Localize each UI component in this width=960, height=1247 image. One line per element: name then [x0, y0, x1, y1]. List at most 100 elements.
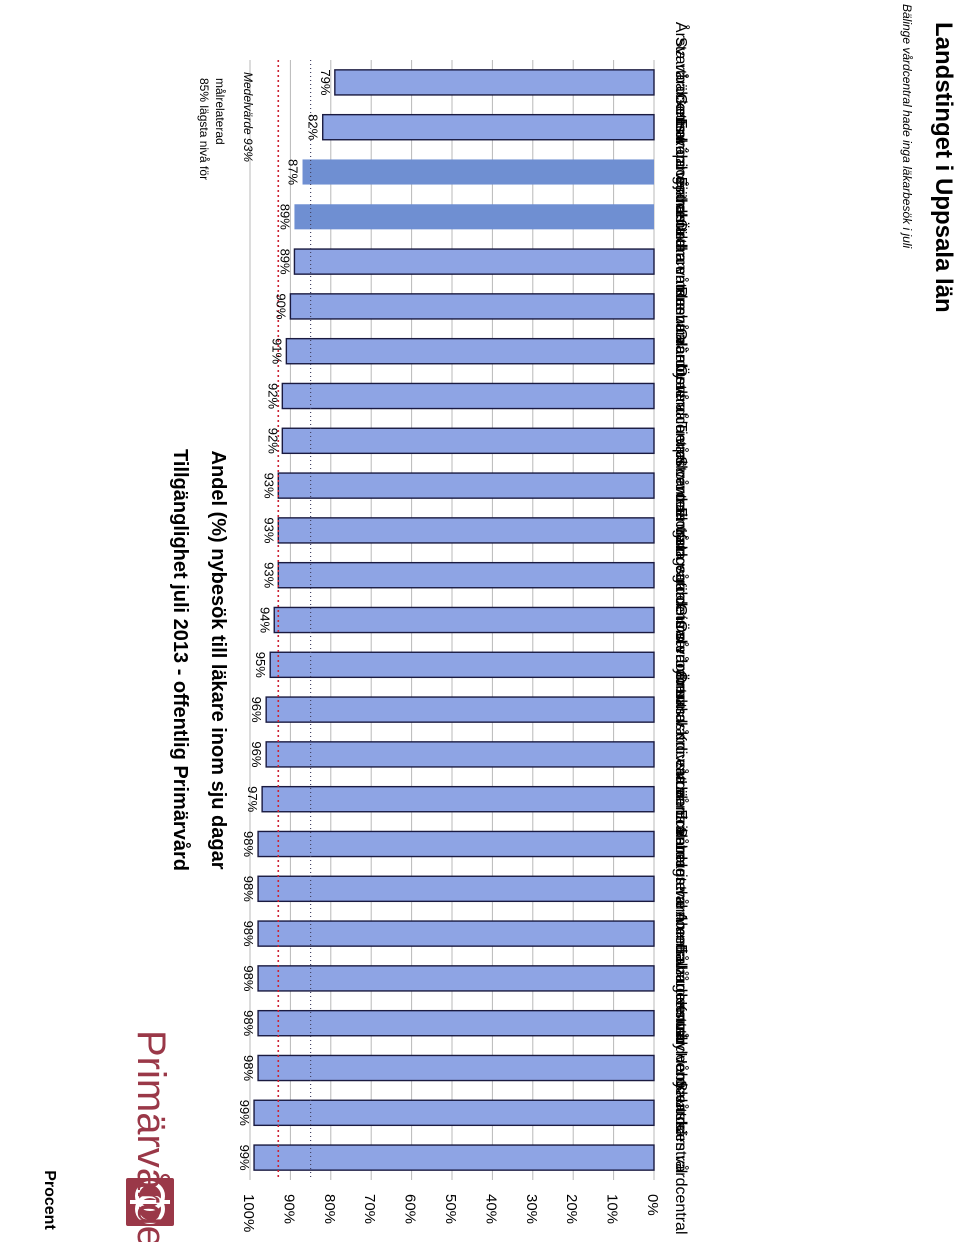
bar	[269, 651, 655, 679]
value-label: 89%	[277, 249, 292, 275]
value-labels: 99% 99% 98% 98% 98% 98% 98% 98% 97% 96% 96% 95% 94% 9…	[237, 69, 333, 1171]
bar	[294, 204, 654, 230]
category-label: Östhammars vårdcentral	[672, 219, 690, 394]
category-label: Fjärdhundra vårdcentral	[672, 177, 690, 347]
value-label: 95%	[253, 652, 268, 678]
category-label: Gimo vårdcentral	[672, 604, 690, 726]
bar	[257, 830, 655, 858]
bar	[257, 920, 655, 947]
y-axis-label: Procent	[41, 1170, 58, 1230]
bar	[277, 472, 655, 499]
bar	[277, 561, 655, 589]
value-label: 98%	[241, 965, 256, 991]
value-label: 96%	[249, 741, 264, 767]
bar	[273, 606, 655, 634]
category-label: Gottsunda vårdcentral	[672, 93, 690, 250]
y-tick-label: 100%	[240, 1194, 257, 1232]
bar	[285, 337, 655, 365]
y-tick-label: 20%	[563, 1194, 580, 1224]
average-line-label: Medelvärde 93%	[241, 72, 255, 162]
primarvarden-logo: Primärvården	[126, 1030, 174, 1247]
region-name: Landstinget i Uppsala län	[930, 22, 957, 313]
bar	[253, 1099, 655, 1127]
category-label: Storvreta vårdcentral	[672, 456, 690, 605]
category-label: Knutby vårdcentral	[672, 1001, 690, 1134]
category-label: Samaritehemmets vårdcentral	[672, 827, 690, 1040]
value-label: 98%	[241, 876, 256, 902]
category-label: Rasbo vårdcentral	[672, 286, 690, 416]
bar	[293, 248, 655, 275]
y-tick-label: 90%	[280, 1194, 297, 1224]
category-label: Alunda vårdcentral	[672, 912, 690, 1045]
bar	[281, 382, 655, 410]
category-label: Knivsta vårdcentral	[672, 731, 690, 867]
value-label: 99%	[237, 1100, 252, 1126]
category-label: Eriksbergs vårdcentral	[672, 809, 690, 968]
value-label: 98%	[241, 1055, 256, 1081]
value-label: 91%	[269, 338, 284, 364]
bar	[257, 1054, 655, 1082]
chart-title: Tillgänglighet juli 2013 - offentlig Pri…	[169, 449, 192, 871]
bar	[257, 1009, 655, 1037]
bar	[265, 696, 655, 723]
value-label: 82%	[306, 114, 321, 140]
category-label: Örsundsbro vårdcentral	[672, 671, 690, 838]
y-axis-ticks: 0% 10% 20% 30% 40% 50% 60% 70% 80% 90% 100%	[240, 1194, 661, 1232]
category-label: Tierps vårdcentral	[672, 422, 690, 549]
bar	[281, 427, 655, 455]
svg-text:85% lägsta nivå för: 85% lägsta nivå för	[197, 78, 211, 180]
category-label: Årsta vårdcentral	[672, 22, 691, 143]
value-label: 98%	[241, 1010, 256, 1036]
category-label: Östervåla vårdcentral	[672, 365, 690, 517]
category-label: Heby vårdcentral	[672, 1052, 690, 1173]
logo-text: Primärvården	[129, 1030, 173, 1242]
bars	[253, 69, 655, 1171]
bar	[334, 69, 655, 96]
bar	[257, 875, 655, 903]
bar	[265, 741, 655, 768]
category-label: Fålhagens vårdcentral	[672, 944, 690, 1102]
category-label: Enköpings husläkarcentrum	[672, 118, 689, 315]
value-label: 94%	[257, 607, 272, 633]
y-tick-label: 80%	[321, 1194, 338, 1224]
value-label: 93%	[261, 562, 276, 588]
value-label: 90%	[273, 293, 288, 319]
value-label: 92%	[265, 383, 280, 409]
category-label: Österbybruks vårdcentral	[672, 620, 690, 799]
logo-mark	[126, 1178, 174, 1226]
value-label: 98%	[241, 831, 256, 857]
svg-text:målrelaterad: målrelaterad	[213, 78, 227, 145]
value-label: 93%	[261, 517, 276, 543]
reference-lines	[277, 60, 312, 1180]
chart-subtitle: Andel (%) nybesök till läkare inom sju d…	[207, 451, 229, 870]
bar	[257, 965, 655, 992]
y-tick-label: 30%	[523, 1194, 540, 1224]
category-label: Svartbäckens vårdcentral	[672, 37, 690, 218]
y-tick-label: 40%	[482, 1194, 499, 1224]
footnote: Bälinge vårdcentral hade inga läkarbesök…	[900, 4, 914, 248]
value-label: 96%	[249, 697, 264, 723]
bar	[253, 1144, 655, 1171]
value-label: 92%	[265, 428, 280, 454]
y-tick-label: 70%	[361, 1194, 378, 1224]
bar	[261, 785, 655, 813]
category-label: Länna vårdcentral	[672, 780, 690, 908]
bar	[277, 517, 655, 544]
value-label: 97%	[245, 786, 260, 812]
value-label: 87%	[286, 159, 301, 185]
y-tick-label: 10%	[604, 1194, 621, 1224]
y-tick-label: 50%	[442, 1194, 459, 1224]
category-label: Flogsta vårdcentral	[672, 507, 690, 643]
category-label: Gränby vårdcentral	[672, 328, 690, 464]
value-label: 89%	[277, 204, 292, 230]
bar	[302, 159, 654, 185]
value-label: 98%	[241, 921, 256, 947]
bar	[289, 293, 655, 320]
value-label: 93%	[261, 473, 276, 499]
category-label: Kungsgärdets vårdcentral	[672, 529, 690, 711]
y-tick-label: 60%	[402, 1194, 419, 1224]
value-label: 99%	[237, 1145, 252, 1171]
